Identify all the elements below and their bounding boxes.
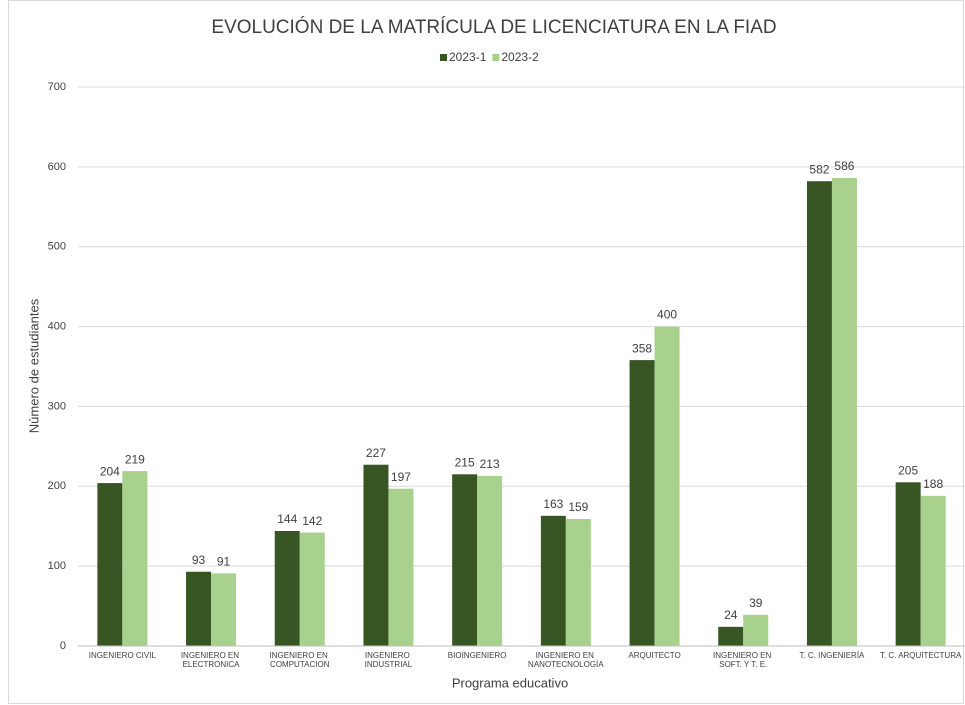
bar (388, 488, 414, 646)
y-tick-label: 300 (48, 400, 66, 412)
chart-title: EVOLUCIÓN DE LA MATRÍCULA DE LICENCIATUR… (211, 16, 776, 38)
data-label: 358 (632, 341, 652, 355)
x-tick-label: INGENIERO EN NANOTECNOLOGÍA (528, 651, 604, 669)
bar (806, 181, 832, 646)
bar (718, 626, 744, 646)
y-tick-label: 700 (48, 81, 66, 93)
data-label: 159 (568, 500, 588, 514)
bar (122, 471, 148, 646)
data-label: 582 (809, 162, 829, 176)
data-label: 142 (302, 514, 322, 528)
data-label: 204 (100, 464, 120, 478)
data-label: 227 (366, 446, 386, 460)
x-tick-label: T. C. INGENIERÍA (799, 651, 865, 660)
y-axis-label: Número de estudiantes (26, 298, 41, 433)
data-label: 400 (657, 308, 677, 322)
legend-label: 2023-1 (449, 50, 487, 64)
data-label: 91 (217, 555, 231, 569)
bar (363, 464, 389, 646)
y-tick-label: 200 (48, 480, 66, 492)
x-tick-label: ARQUITECTO (628, 651, 680, 660)
bar (299, 532, 325, 646)
x-tick-label: INGENIERO INDUSTRIAL (365, 651, 413, 669)
bar (477, 475, 503, 646)
y-tick-label: 0 (60, 640, 66, 652)
x-tick-label: INGENIERO EN SOFT. Y T. E. (713, 651, 773, 669)
x-tick-label: INGENIERO EN COMPUTACION (270, 651, 330, 669)
bar (452, 474, 478, 646)
y-tick-label: 500 (48, 241, 66, 253)
data-label: 586 (834, 159, 854, 173)
y-tick-label: 100 (48, 560, 66, 572)
data-label: 219 (125, 452, 145, 466)
legend-swatch (440, 54, 447, 61)
data-label: 144 (277, 512, 297, 526)
bar (629, 360, 655, 646)
x-tick-label: INGENIERO EN ELECTRONICA (181, 651, 241, 669)
bar (743, 614, 769, 646)
data-label: 215 (455, 455, 475, 469)
legend-label: 2023-2 (501, 50, 539, 64)
x-tick-label: BIOINGENIERO (448, 651, 507, 660)
bar (186, 571, 212, 646)
bar (274, 531, 300, 646)
y-tick-label: 600 (48, 161, 66, 173)
data-label: 24 (724, 608, 738, 622)
x-axis-label: Programa educativo (452, 675, 568, 690)
bar (97, 483, 123, 646)
bar (211, 573, 237, 646)
bar (654, 326, 680, 646)
data-label: 205 (898, 463, 918, 477)
legend: 2023-1 2023-2 (440, 50, 539, 64)
bar (831, 178, 857, 646)
bar (540, 515, 566, 646)
bar (920, 495, 946, 646)
legend-swatch (492, 54, 500, 61)
bar (565, 519, 591, 646)
data-label: 188 (923, 477, 943, 491)
bar (895, 482, 921, 646)
data-label: 39 (749, 596, 763, 610)
x-tick-label: INGENIERO CIVIL (89, 651, 157, 660)
data-label: 213 (480, 457, 500, 471)
x-tick-label: T. C. ARQUITECTURA (880, 651, 962, 660)
data-label: 93 (192, 553, 206, 567)
data-label: 163 (543, 497, 563, 511)
y-tick-label: 400 (48, 320, 66, 332)
data-label: 197 (391, 470, 411, 484)
